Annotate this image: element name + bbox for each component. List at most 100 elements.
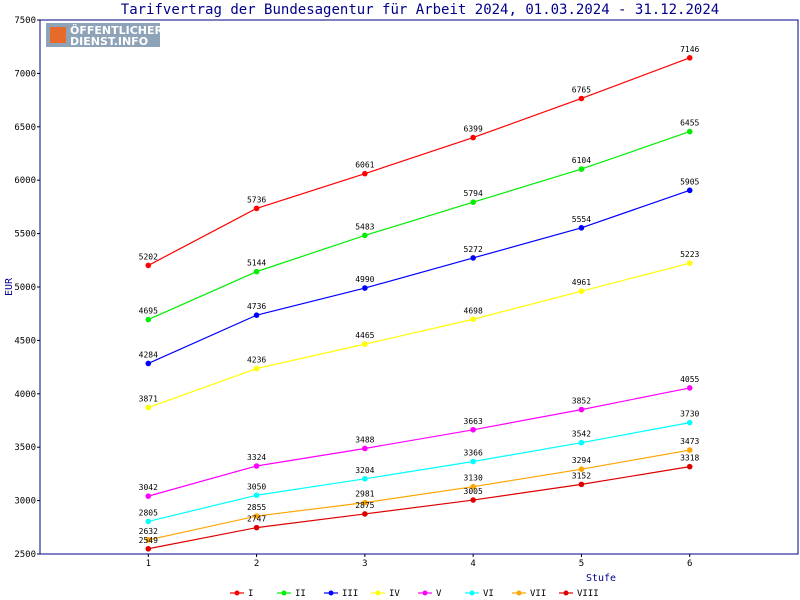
x-tick-label: 2 (254, 559, 259, 569)
x-tick-label: 5 (579, 559, 584, 569)
data-label: 3204 (355, 466, 374, 475)
x-tick-label: 1 (146, 559, 151, 569)
series-line (148, 57, 690, 266)
data-label: 5272 (464, 245, 483, 254)
data-point (470, 199, 476, 206)
data-label: 3294 (572, 456, 591, 465)
data-point (362, 499, 368, 506)
data-label: 6455 (680, 119, 699, 128)
y-tick-label: 4000 (14, 390, 36, 400)
legend-label: III (342, 589, 358, 599)
data-label: 3042 (139, 483, 158, 492)
data-point (362, 445, 368, 452)
series-line (148, 262, 690, 409)
data-label: 2875 (355, 501, 374, 510)
data-label: 5483 (355, 222, 374, 231)
y-tick-label: 4500 (14, 336, 36, 346)
data-label: 5144 (247, 259, 266, 268)
data-label: 3852 (572, 397, 591, 406)
data-point (145, 316, 152, 323)
data-label: 3473 (680, 437, 699, 446)
series-vi: 2805 3050 3204 3366 3542 3730 (139, 410, 700, 525)
y-axis-label: EUR (4, 277, 15, 296)
data-point (686, 447, 693, 453)
legend-label: II (295, 589, 306, 599)
series-line (148, 449, 690, 541)
data-point (470, 134, 476, 141)
legend-item: VIII (559, 589, 599, 599)
series-v: 3042 3324 3488 3663 3852 4055 (139, 375, 700, 499)
data-point (578, 166, 585, 172)
data-point (145, 404, 152, 411)
data-label: 3542 (572, 430, 591, 439)
data-label: 2981 (355, 490, 374, 499)
data-point (253, 492, 260, 499)
data-label: 2549 (139, 536, 158, 545)
series-i: 5202 5736 6061 6399 6765 7146 (139, 45, 700, 269)
y-tick-label: 3500 (14, 443, 36, 453)
data-label: 5202 (139, 252, 158, 261)
data-point (253, 365, 260, 372)
data-point (470, 497, 476, 503)
data-label: 5223 (680, 250, 699, 259)
data-point (686, 187, 693, 194)
series-line (148, 466, 690, 550)
y-tick-label: 5500 (14, 230, 36, 240)
y-tick-label: 6000 (14, 176, 36, 186)
data-point (578, 481, 585, 488)
series-line (148, 131, 690, 321)
legend-label: VIII (577, 589, 599, 599)
data-label: 3005 (464, 487, 483, 496)
series-line (148, 189, 690, 365)
y-tick-label: 6500 (14, 123, 36, 133)
data-point (362, 170, 368, 177)
logo-text-line2: DIENST.INFO (70, 35, 148, 48)
data-label: 4961 (572, 278, 591, 287)
x-axis: 1 2 3 4 5 6 (146, 554, 692, 569)
data-label: 4284 (139, 350, 158, 359)
legend-item: I (230, 589, 253, 599)
legend-marker-icon (469, 590, 475, 596)
data-label: 4236 (247, 356, 266, 365)
legend-marker-icon (328, 590, 334, 596)
data-point (362, 511, 368, 517)
data-point (578, 466, 585, 473)
data-label: 6104 (572, 156, 591, 165)
legend-label: VII (530, 589, 546, 599)
data-label: 5736 (247, 195, 266, 204)
data-point (145, 545, 152, 552)
data-point (578, 406, 585, 413)
data-point (253, 524, 260, 531)
data-point (253, 205, 260, 212)
y-tick-label: 7500 (14, 16, 36, 26)
data-point (470, 316, 476, 323)
data-point (686, 419, 693, 426)
series-line (148, 387, 690, 497)
data-point (686, 463, 693, 470)
series-viii: 2549 2747 2875 3005 3152 3318 (139, 454, 700, 552)
data-label: 5554 (572, 215, 591, 224)
data-label: 6061 (355, 161, 374, 170)
data-label: 3152 (572, 471, 591, 480)
series-iii: 4284 4736 4990 5272 5554 5905 (139, 177, 700, 367)
legend-marker-icon (281, 590, 287, 596)
data-point (145, 262, 152, 269)
data-label: 2747 (247, 515, 266, 524)
data-label: 4736 (247, 302, 266, 311)
x-tick-label: 3 (362, 559, 367, 569)
x-tick-label: 6 (687, 559, 692, 569)
x-tick-label: 4 (470, 559, 475, 569)
data-point (145, 537, 152, 543)
logo-text-line1: ÖFFENTLICHER (70, 23, 163, 37)
data-label: 2632 (139, 527, 158, 536)
data-point (145, 518, 152, 525)
data-point (686, 260, 693, 266)
series-layer: 5202 5736 6061 6399 6765 7146 4695 5144 5483 5794… (139, 45, 700, 552)
data-point (578, 225, 585, 231)
plot-frame (39, 19, 799, 555)
series-iv: 3871 4236 4465 4698 4961 5223 (139, 250, 700, 411)
data-label: 5905 (680, 177, 699, 186)
y-tick-label: 3000 (14, 497, 36, 507)
data-point (362, 341, 368, 347)
